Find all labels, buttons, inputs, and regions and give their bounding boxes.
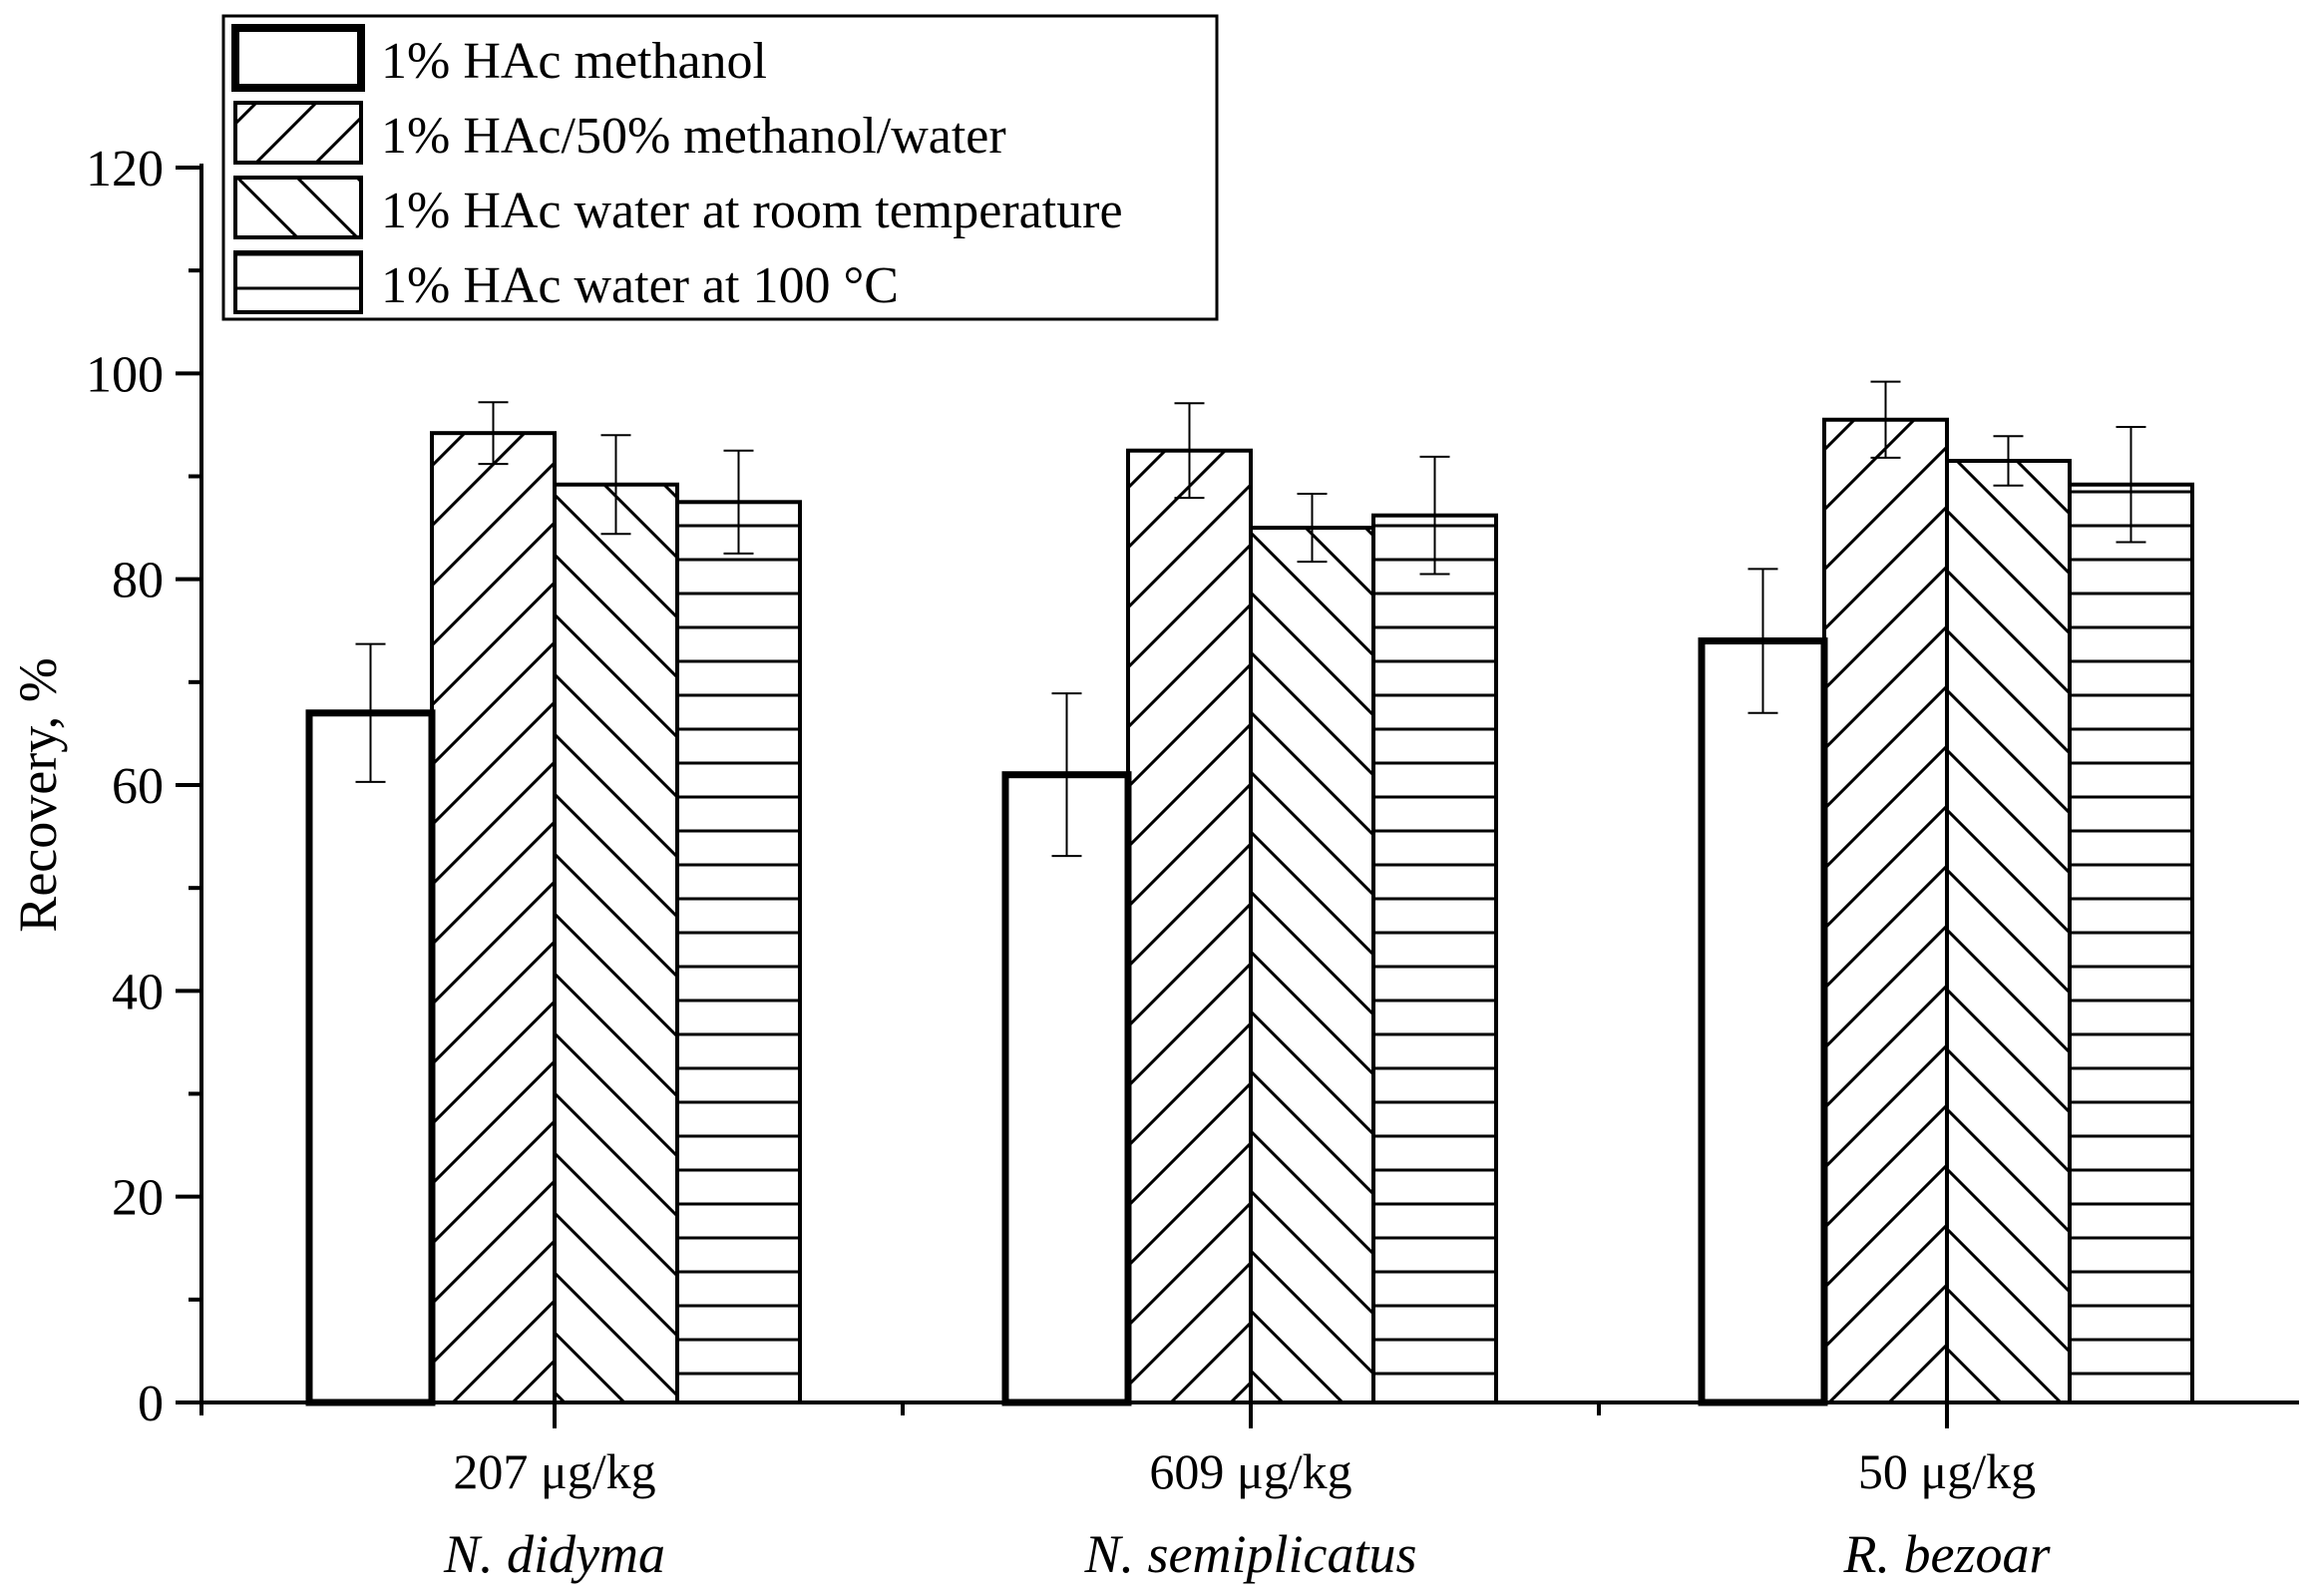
bar-3-1 [1698,637,1828,1406]
axes-layer: 0 20 40 60 80 100 120 207 μg/kg N. didyma 609 μg/… [8,141,2299,1584]
legend-label-3: 1% HAc water at room temperature [381,183,1123,239]
legend-label-2: 1% HAc/50% methanol/water [381,108,1006,165]
legend-swatch-4 [233,250,363,314]
legend-label-4: 1% HAc water at 100 °C [381,257,899,314]
bars-layer [305,417,2194,1406]
legend-box [221,14,1219,321]
y-tick-label-60: 60 [112,758,164,815]
y-tick-label-40: 40 [112,964,164,1020]
bar-3-3 [1945,459,2072,1404]
bar-2-1 [1001,771,1132,1406]
bar-3-4 [2068,482,2194,1404]
legend-swatch-3 [233,176,363,239]
bar-2-2 [1126,448,1253,1405]
y-axis-title: Recovery, % [8,657,68,932]
x-tick-label-2: 609 μg/kg [1149,1443,1351,1499]
bar-1-2 [430,431,557,1405]
error-bars-layer [355,380,2146,858]
bar-2-3 [1249,526,1375,1404]
bar-2-4 [1371,513,1498,1404]
y-tick-label-100: 100 [86,346,164,403]
x-species-label-3: R. bezoar [1843,1524,2052,1584]
bar-3-2 [1822,417,1949,1404]
legend-swatch-1 [231,24,365,92]
y-tick-label-0: 0 [138,1376,164,1432]
x-species-label-1: N. didyma [443,1524,665,1584]
legend-label-1: 1% HAc methanol [381,33,767,90]
legend: 1% HAc methanol 1% HAc/50% methanol/water… [221,14,1219,321]
y-tick-label-120: 120 [86,141,164,198]
x-tick-label-1: 207 μg/kg [453,1443,655,1499]
bar-1-1 [305,709,436,1406]
x-species-label-2: N. semiplicatus [1084,1524,1417,1584]
bar-1-3 [553,482,679,1404]
y-tick-label-20: 20 [112,1170,164,1227]
y-tick-label-80: 80 [112,553,164,609]
bar-1-4 [675,500,802,1404]
x-tick-label-3: 50 μg/kg [1858,1443,2036,1499]
legend-swatch-2 [233,101,363,165]
